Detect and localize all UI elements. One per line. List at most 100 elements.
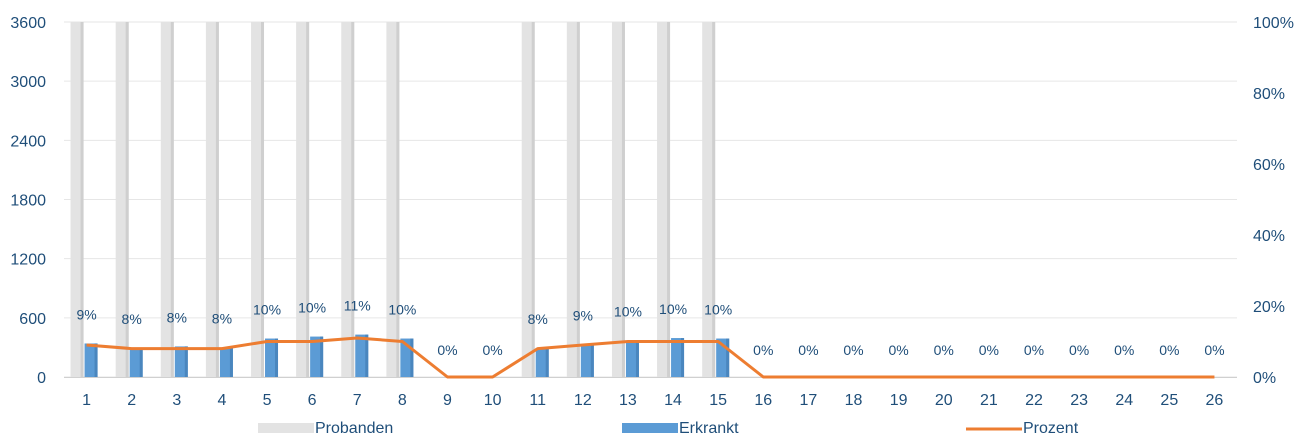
bar-erkrankt [355, 334, 369, 377]
x-tick-label: 6 [308, 392, 317, 409]
bar-probanden-shade [80, 22, 84, 377]
probanden-bars [70, 22, 716, 377]
bar-erkrankt-shade [229, 347, 233, 377]
x-tick-label: 11 [529, 392, 546, 409]
x-tick-label: 4 [217, 392, 226, 409]
y-left-tick-label: 0 [37, 370, 46, 387]
data-label: 10% [614, 304, 642, 320]
y-right-tick-label: 40% [1253, 228, 1285, 245]
bar-probanden [251, 22, 265, 377]
bar-probanden [611, 22, 625, 377]
data-label: 0% [798, 342, 818, 358]
bar-probanden-shade [576, 22, 580, 377]
x-tick-label: 23 [1070, 392, 1088, 409]
bar-erkrankt-shade [139, 347, 143, 377]
y-left-tick-label: 3000 [10, 74, 46, 91]
x-tick-label: 1 [82, 392, 91, 409]
data-label: 0% [979, 342, 999, 358]
data-label: 10% [659, 301, 687, 317]
data-label: 0% [1024, 342, 1044, 358]
bar-erkrankt-shade [320, 336, 324, 377]
bar-probanden-shade [261, 22, 265, 377]
bar-erkrankt [219, 347, 233, 377]
data-label: 8% [167, 309, 187, 325]
data-label: 0% [482, 342, 502, 358]
bar-probanden [115, 22, 129, 377]
bar-erkrankt [535, 347, 549, 377]
bar-probanden-shade [125, 22, 129, 377]
y-left-tick-label: 1200 [10, 252, 46, 269]
x-tick-label: 14 [664, 392, 682, 409]
legend-swatch [622, 423, 678, 433]
y-right-tick-label: 20% [1253, 299, 1285, 316]
bar-erkrankt [671, 338, 685, 377]
bar-erkrankt-shade [275, 338, 279, 377]
bar-erkrankt-shade [635, 340, 639, 377]
x-tick-label: 3 [172, 392, 181, 409]
bar-erkrankt [174, 346, 188, 377]
y-right-tick-label: 80% [1253, 86, 1285, 103]
bar-probanden [160, 22, 174, 377]
bar-erkrankt [84, 343, 98, 377]
bar-erkrankt [310, 336, 324, 377]
x-tick-label: 13 [619, 392, 637, 409]
bar-probanden-shade [712, 22, 716, 377]
x-tick-label: 17 [800, 392, 818, 409]
bar-probanden-shade [351, 22, 355, 377]
y-left-tick-label: 600 [19, 311, 46, 328]
x-tick-label: 15 [709, 392, 727, 409]
data-label: 8% [122, 311, 142, 327]
x-tick-label: 12 [574, 392, 592, 409]
data-label: 0% [889, 342, 909, 358]
bar-probanden [657, 22, 671, 377]
bar-probanden-shade [396, 22, 400, 377]
bar-erkrankt-shade [590, 344, 594, 377]
x-tick-label: 5 [263, 392, 272, 409]
y-right-tick-label: 0% [1253, 370, 1276, 387]
bar-probanden [205, 22, 219, 377]
bar-probanden [296, 22, 310, 377]
x-tick-labels: 1 2 3 4 5 6 7 8 9 10 11 12 13 14 15 16 17 18 19 20 21 22 23 24 2… [82, 392, 1223, 409]
legend: Probanden Erkrankt Prozent [258, 420, 1079, 435]
bar-probanden [566, 22, 580, 377]
bar-erkrankt-shade [184, 346, 188, 377]
legend-label: Probanden [315, 420, 393, 435]
y-right-tick-labels: 0% 20% 40% 60% 80% 100% [1253, 15, 1294, 387]
data-label: 0% [1114, 342, 1134, 358]
x-tick-label: 20 [935, 392, 953, 409]
legend-swatch [258, 423, 314, 433]
bar-erkrankt-shade [545, 347, 549, 377]
line-prozent [86, 336, 1215, 379]
data-label: 8% [528, 311, 548, 327]
legend-label: Prozent [1023, 420, 1079, 435]
y-left-tick-label: 1800 [10, 193, 46, 210]
bar-probanden-shade [306, 22, 310, 377]
bar-probanden [341, 22, 355, 377]
bar-erkrankt [580, 344, 594, 377]
bar-probanden-shade [531, 22, 535, 377]
bar-erkrankt [625, 340, 639, 377]
y-left-tick-label: 3600 [10, 15, 46, 32]
bar-erkrankt-shade [94, 343, 98, 377]
data-label: 10% [388, 302, 416, 318]
y-left-tick-labels: 0 600 1200 1800 2400 3000 3600 [10, 15, 46, 387]
bar-probanden-shade [667, 22, 671, 377]
y-left-tick-label: 2400 [10, 133, 46, 150]
bar-probanden [70, 22, 84, 377]
x-tick-label: 10 [484, 392, 502, 409]
data-label: 9% [76, 306, 96, 322]
y-right-tick-label: 100% [1253, 15, 1294, 32]
y-right-tick-label: 60% [1253, 157, 1285, 174]
x-tick-label: 2 [127, 392, 136, 409]
data-label: 0% [437, 342, 457, 358]
bar-erkrankt [265, 338, 279, 377]
data-label: 0% [1204, 342, 1224, 358]
legend-label: Erkrankt [679, 420, 739, 435]
x-tick-label: 18 [845, 392, 863, 409]
x-tick-label: 25 [1160, 392, 1178, 409]
data-label: 10% [704, 302, 732, 318]
data-label: 0% [753, 342, 773, 358]
data-label: 10% [253, 302, 281, 318]
data-label: 0% [934, 342, 954, 358]
bar-probanden-shade [215, 22, 219, 377]
